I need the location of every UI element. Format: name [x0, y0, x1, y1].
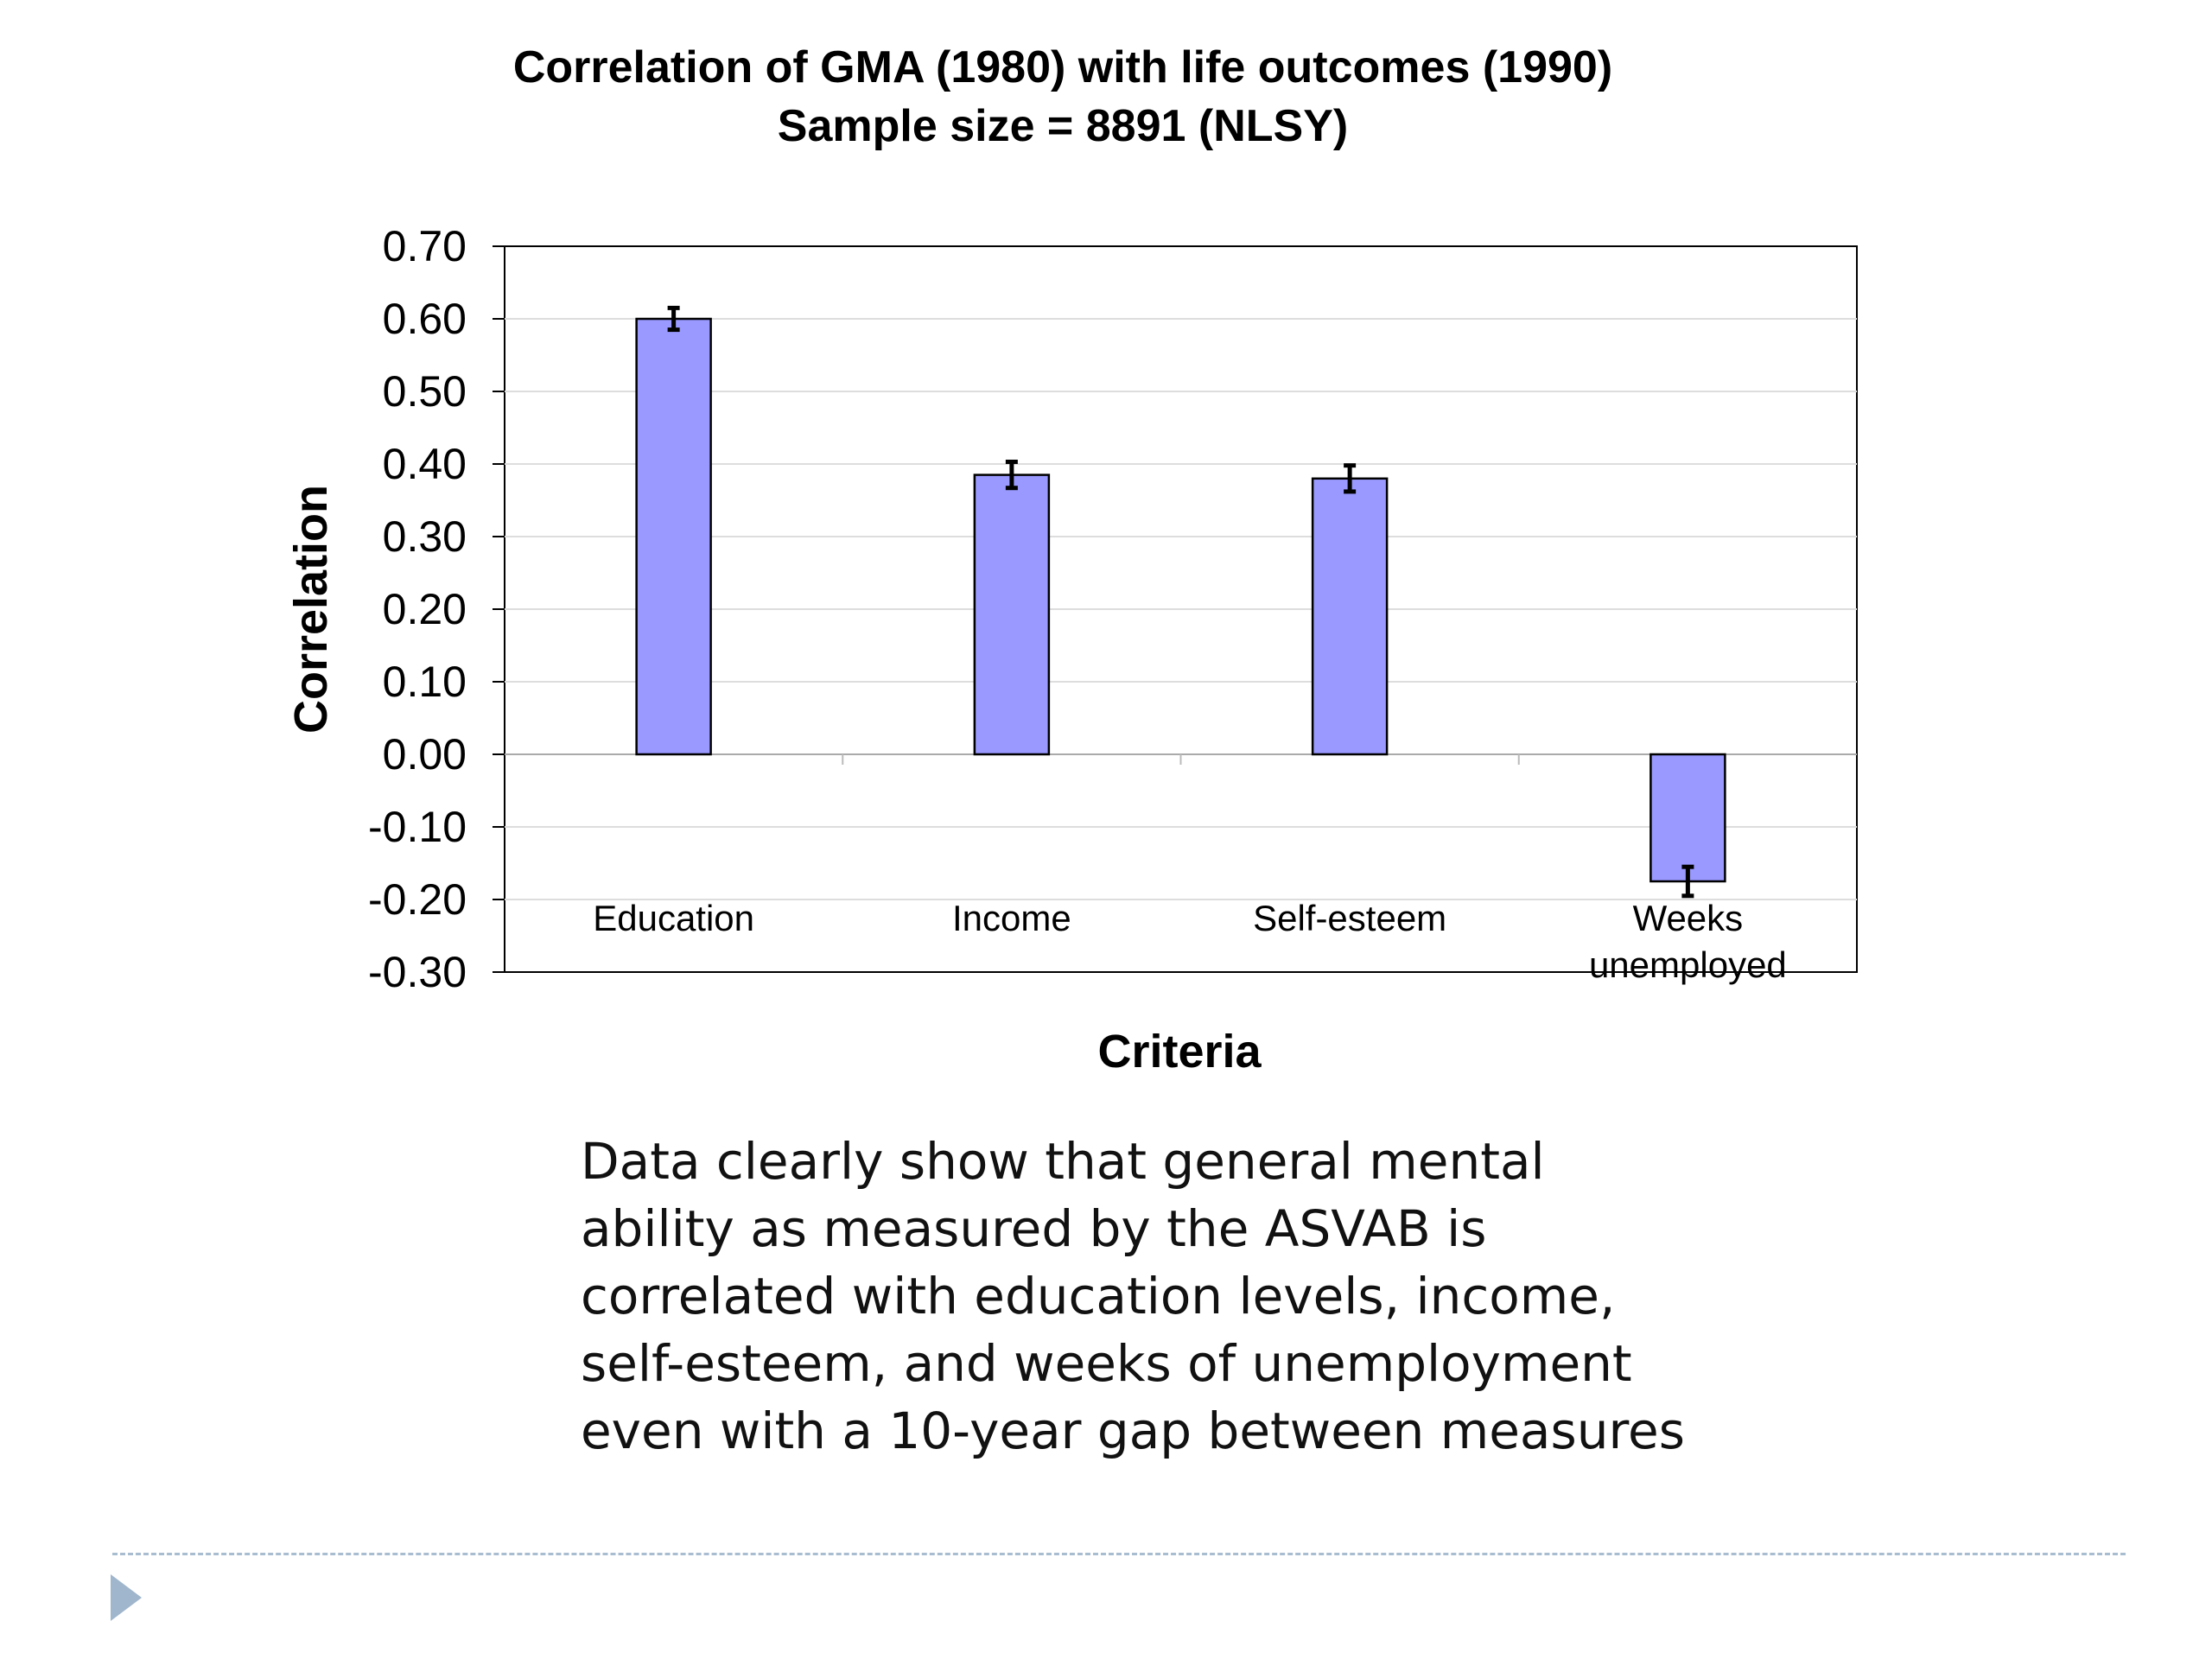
x-category-label-line: unemployed [1589, 944, 1787, 985]
x-category-label-line: Education [593, 898, 754, 938]
y-tick-label: 0.60 [383, 295, 467, 343]
y-tick-label: -0.30 [368, 948, 467, 996]
play-triangle-icon[interactable] [111, 1574, 142, 1621]
footer-divider [112, 1553, 2126, 1555]
y-tick-label: 0.40 [383, 440, 467, 488]
x-axis-categories: Education Income Self-esteem Weeks unemploye… [593, 898, 1787, 985]
y-tick-label: 0.00 [383, 730, 467, 779]
y-tick-label: 0.10 [383, 658, 467, 706]
gridlines [505, 318, 1857, 900]
y-tick-label: 0.70 [383, 222, 467, 270]
y-tick-label: 0.50 [383, 367, 467, 416]
bars [635, 305, 1726, 899]
x-category-label: Weeks unemployed [1589, 898, 1787, 985]
bar-self-esteem [1311, 477, 1389, 756]
x-category-label: Education [593, 898, 754, 938]
bar-income [973, 474, 1051, 756]
y-tick-label: -0.10 [368, 803, 467, 851]
y-tick-label: 0.20 [383, 585, 467, 633]
y-tick-label: -0.20 [368, 875, 467, 924]
slide-caption: Data clearly show that general mental ab… [581, 1132, 1685, 1460]
x-axis-title: Criteria [1097, 1026, 1262, 1077]
bar-education [635, 317, 712, 756]
y-axis-title: Correlation [285, 485, 337, 734]
x-category-label-line: Income [952, 898, 1071, 938]
bar-weeks-unemployed [1649, 753, 1726, 883]
x-category-label: Self-esteem [1253, 898, 1446, 938]
x-category-label-line: Self-esteem [1253, 898, 1446, 938]
y-tick-label: 0.30 [383, 512, 467, 561]
x-category-label-line: Weeks [1633, 898, 1744, 938]
chart-title: Correlation of GMA (1980) with life outc… [513, 42, 1612, 92]
chart-subtitle: Sample size = 8891 (NLSY) [778, 101, 1348, 151]
x-category-label: Income [952, 898, 1071, 938]
y-axis-ticks: 0.70 0.60 0.50 0.40 0.30 0.20 0.10 0.00 -0.10 -0.… [368, 222, 505, 996]
